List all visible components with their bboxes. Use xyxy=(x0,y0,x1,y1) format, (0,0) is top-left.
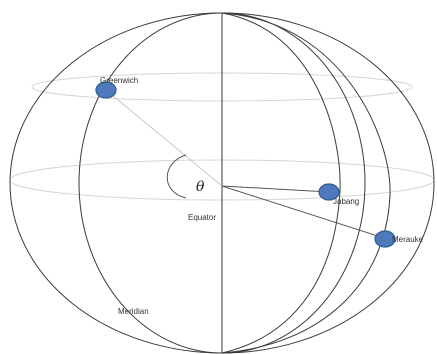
city-label-merauke: Merauke xyxy=(392,235,424,244)
meridian-right-outer xyxy=(221,12,391,354)
ray-to-merauke xyxy=(221,185,385,239)
theta-symbol: θ xyxy=(196,179,205,195)
city-dot-merauke xyxy=(374,230,396,248)
city-label-greenwich: Greenwich xyxy=(100,76,138,85)
city-dot-jabang xyxy=(318,183,340,201)
city-dot-greenwich xyxy=(95,81,117,99)
angle-arc xyxy=(166,154,187,199)
ray-to-greenwich xyxy=(105,89,223,187)
ray-to-jabang xyxy=(221,185,330,193)
city-label-jabang: Jabang xyxy=(333,197,359,206)
equator-label: Equator xyxy=(188,213,216,222)
meridian-label: Meridian xyxy=(118,307,149,316)
meridian-right-inner xyxy=(221,12,341,354)
